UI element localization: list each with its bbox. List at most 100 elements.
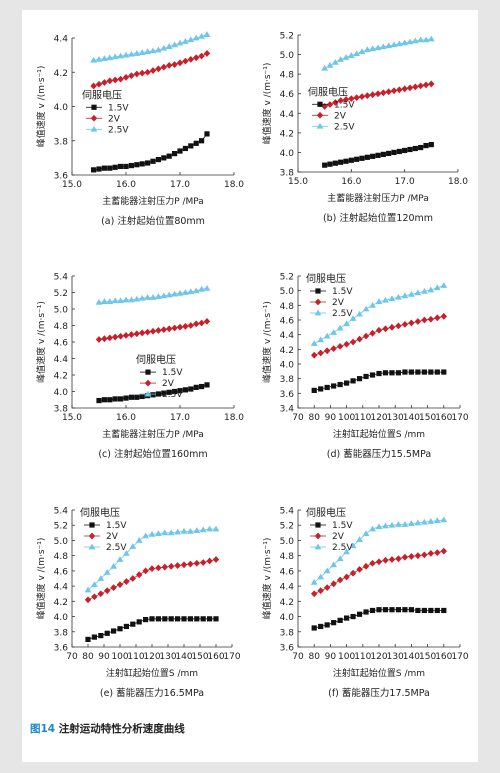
data-point bbox=[342, 96, 350, 103]
y-tick-label: 4.4 bbox=[54, 355, 69, 365]
x-tick-label: 15.0 bbox=[62, 413, 82, 423]
data-point bbox=[349, 338, 357, 346]
data-point bbox=[433, 284, 441, 291]
data-point bbox=[401, 85, 408, 93]
data-point bbox=[198, 285, 205, 292]
data-point bbox=[420, 288, 428, 294]
data-point bbox=[332, 99, 339, 106]
data-point bbox=[166, 153, 172, 159]
y-tick-label: 4.8 bbox=[280, 302, 295, 312]
data-point bbox=[187, 322, 194, 329]
data-point bbox=[417, 36, 425, 43]
data-point bbox=[176, 59, 184, 67]
data-point bbox=[212, 525, 220, 532]
data-point bbox=[177, 148, 183, 154]
x-tick-label: 170 bbox=[451, 413, 468, 423]
data-point bbox=[311, 351, 318, 359]
data-point bbox=[326, 61, 334, 68]
y-axis-label: 峰值速度 v /(m·s⁻¹) bbox=[35, 66, 47, 148]
data-point bbox=[396, 148, 402, 155]
data-point bbox=[110, 562, 117, 569]
data-point bbox=[323, 332, 331, 339]
data-point bbox=[374, 90, 382, 98]
figure-caption-text: 注射运动特性分析速度曲线 bbox=[55, 722, 185, 735]
x-tick-label: 150 bbox=[419, 413, 436, 423]
x-tick-label: 18.0 bbox=[224, 413, 244, 423]
data-point bbox=[375, 152, 381, 158]
legend-label: 2V bbox=[108, 114, 121, 124]
data-point bbox=[117, 52, 124, 59]
data-point bbox=[171, 324, 178, 332]
data-point bbox=[331, 620, 337, 626]
data-point bbox=[107, 165, 113, 171]
y-tick-label: 3.8 bbox=[280, 169, 295, 179]
data-point bbox=[198, 52, 205, 60]
data-point bbox=[122, 73, 130, 81]
x-axis-label: 注射缸起始位置S /mm bbox=[106, 667, 198, 679]
data-point bbox=[84, 586, 92, 593]
data-point bbox=[402, 147, 408, 154]
data-point bbox=[200, 559, 207, 566]
data-point bbox=[128, 162, 134, 169]
data-point bbox=[353, 94, 360, 102]
legend-marker bbox=[91, 104, 97, 110]
data-point bbox=[187, 616, 193, 622]
data-point bbox=[138, 49, 146, 55]
data-point bbox=[428, 607, 434, 614]
data-point bbox=[192, 34, 200, 41]
data-point bbox=[155, 391, 161, 397]
data-point bbox=[376, 607, 382, 613]
y-tick-label: 4.8 bbox=[280, 71, 295, 81]
data-point bbox=[336, 576, 344, 584]
data-point bbox=[353, 50, 361, 56]
legend-label: 2.5V bbox=[108, 125, 129, 135]
y-tick-label: 3.6 bbox=[54, 644, 69, 654]
data-point bbox=[187, 36, 195, 43]
x-tick-label: 80 bbox=[308, 652, 320, 662]
data-point bbox=[116, 556, 124, 562]
data-point bbox=[175, 616, 181, 622]
data-point bbox=[441, 607, 447, 614]
data-point bbox=[180, 561, 188, 569]
y-tick-label: 5.0 bbox=[54, 306, 69, 316]
legend-marker bbox=[144, 390, 152, 397]
data-point bbox=[362, 332, 370, 340]
data-point bbox=[395, 607, 402, 613]
legend-marker bbox=[315, 288, 321, 294]
data-point bbox=[174, 528, 181, 535]
y-tick-label: 5.0 bbox=[280, 51, 295, 61]
data-point bbox=[91, 581, 98, 587]
y-tick-label: 4.8 bbox=[54, 322, 69, 332]
data-point bbox=[182, 289, 189, 295]
series-line-1.5V bbox=[87, 618, 216, 640]
data-point bbox=[385, 42, 393, 49]
figure: 3.6 3.8 4.0 4.2 4.4 15.0 16.0 17.0 18.0 峰值速度 v /(… bbox=[22, 10, 478, 762]
data-point bbox=[112, 76, 119, 84]
data-point bbox=[203, 284, 211, 291]
data-point bbox=[330, 561, 338, 568]
data-point bbox=[363, 609, 369, 615]
data-point bbox=[380, 89, 387, 97]
x-tick-label: 130 bbox=[159, 652, 176, 662]
data-point bbox=[408, 553, 415, 560]
chart-panel-4: 3.43.63.84.04.24.44.64.85.05.270 80 90 100 1… bbox=[261, 272, 469, 460]
y-tick-label: 5.0 bbox=[280, 537, 295, 547]
data-point bbox=[406, 84, 414, 92]
data-point bbox=[350, 613, 356, 620]
y-tick-label: 5.4 bbox=[280, 507, 295, 517]
data-point bbox=[330, 329, 338, 335]
data-point bbox=[160, 63, 167, 71]
data-point bbox=[414, 318, 422, 325]
y-tick-label: 4.2 bbox=[54, 69, 68, 79]
chart-panel-5: 3.63.84.04.24.44.64.85.05.25.470 80 90 1001… bbox=[35, 506, 241, 699]
y-tick-label: 3.8 bbox=[54, 405, 69, 415]
data-point bbox=[101, 55, 108, 61]
data-point bbox=[388, 295, 396, 302]
data-point bbox=[343, 573, 350, 581]
data-point bbox=[111, 53, 119, 60]
data-point bbox=[369, 329, 376, 337]
y-axis-label: 峰值速度 v /(m·s⁻¹) bbox=[261, 301, 273, 383]
data-point bbox=[369, 45, 377, 52]
